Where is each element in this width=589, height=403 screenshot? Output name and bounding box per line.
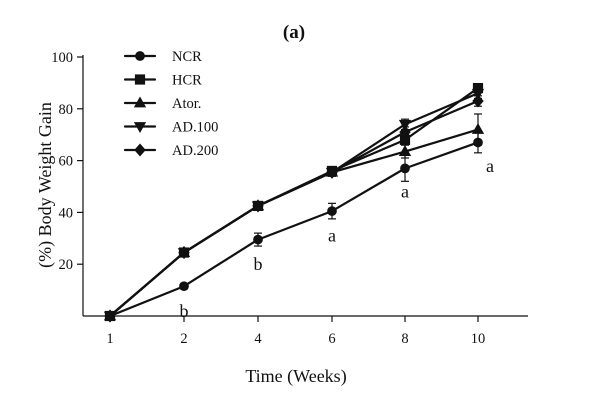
legend-item: Ator. (123, 96, 201, 112)
y-tick-label: 40 (59, 205, 74, 221)
significance-label: b (254, 254, 263, 274)
x-tick-label: 8 (401, 331, 408, 347)
data-point (399, 125, 411, 139)
annotation-layer: b b a a a (180, 156, 495, 321)
legend-marker (133, 96, 147, 108)
legend: NCR HCR Ator. AD.100 AD.200 (123, 49, 218, 159)
y-axis-title: (%) Body Weight Gain (35, 102, 56, 268)
legend-marker (134, 143, 146, 157)
axes: 20 40 60 80 100 1 2 4 6 8 10 (51, 50, 528, 347)
data-point (327, 206, 337, 216)
series-hcr (104, 82, 484, 322)
y-tick-label: 60 (59, 154, 74, 170)
legend-item: NCR (123, 49, 202, 65)
legend-marker (133, 122, 147, 134)
legend-label: HCR (172, 73, 202, 89)
y-tick-label: 100 (51, 50, 73, 66)
legend-item: HCR (123, 73, 202, 89)
series-line (108, 99, 480, 318)
y-tick-label: 20 (59, 257, 74, 273)
legend-label: NCR (172, 49, 202, 65)
legend-label: AD.100 (172, 120, 218, 136)
x-tick-label: 10 (471, 331, 486, 347)
legend-label: AD.200 (172, 143, 218, 159)
x-tick-label: 4 (254, 331, 262, 347)
series-ator (103, 113, 485, 321)
significance-label: b (180, 301, 189, 321)
data-point (179, 281, 189, 292)
data-point (104, 309, 116, 323)
legend-marker (135, 51, 145, 61)
significance-label: a (328, 226, 336, 246)
series-ad-200 (104, 94, 484, 323)
y-tick-label: 80 (59, 102, 74, 118)
data-point (398, 119, 412, 131)
series-layer (103, 82, 485, 323)
significance-label: a (401, 182, 409, 202)
legend-item: AD.100 (123, 120, 218, 136)
chart-title: (a) (283, 22, 305, 43)
series-line (108, 141, 480, 318)
data-point (253, 234, 263, 245)
x-tick-label: 2 (180, 331, 187, 347)
data-point (398, 144, 412, 156)
data-point (400, 163, 410, 174)
data-point (178, 246, 190, 260)
data-point (326, 165, 338, 179)
data-point (252, 199, 264, 213)
legend-label: Ator. (172, 96, 201, 112)
series-line (108, 128, 480, 318)
data-point (471, 88, 485, 100)
legend-item: AD.200 (123, 143, 218, 159)
x-tick-label: 1 (106, 331, 113, 347)
data-point (471, 122, 485, 134)
legend-marker (134, 74, 146, 85)
significance-label: a (486, 156, 494, 176)
series-line (108, 86, 480, 318)
data-point (472, 94, 484, 108)
series-ncr (105, 131, 483, 321)
x-axis-title: Time (Weeks) (245, 366, 346, 387)
x-tick-label: 6 (328, 331, 335, 347)
